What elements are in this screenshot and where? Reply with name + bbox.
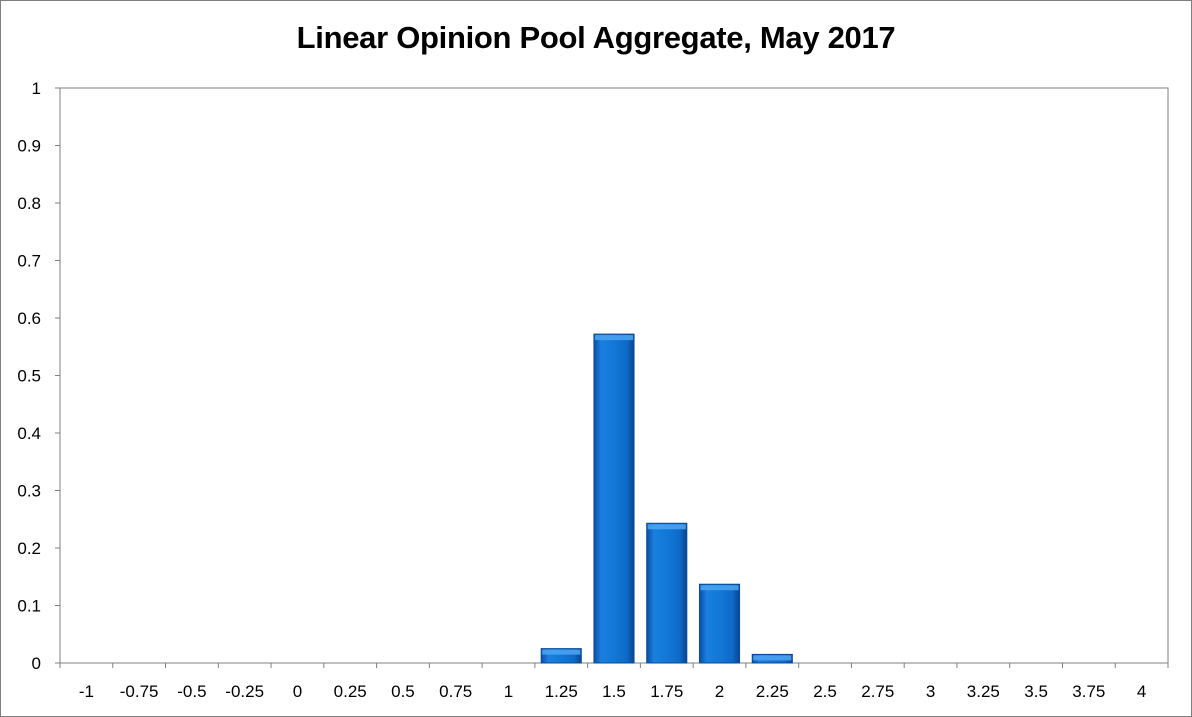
y-tick-label: 0.2 <box>17 539 41 558</box>
x-tick-label: 3.5 <box>1024 682 1048 701</box>
x-tick-label: -0.5 <box>177 682 206 701</box>
y-tick-label: 0.5 <box>17 367 41 386</box>
bar-bevel <box>700 585 739 591</box>
x-tick-label: 4 <box>1137 682 1146 701</box>
bar-body <box>698 583 741 664</box>
x-tick-label: 0 <box>293 682 302 701</box>
y-tick-label: 0 <box>32 654 41 673</box>
y-tick-label: 0.1 <box>17 597 41 616</box>
y-tick-label: 0.7 <box>17 252 41 271</box>
bar <box>646 522 688 664</box>
bar-body <box>593 333 635 664</box>
y-tick-label: 0.9 <box>17 137 41 156</box>
x-tick-label: 0.5 <box>391 682 415 701</box>
x-tick-label: 2.25 <box>756 682 789 701</box>
x-tick-label: 1.25 <box>545 682 578 701</box>
x-tick-label: 3.75 <box>1072 682 1105 701</box>
bar <box>540 648 582 664</box>
x-tick-label: -1 <box>79 682 94 701</box>
y-tick-label: 1 <box>32 79 41 98</box>
y-tick-label: 0.6 <box>17 309 41 328</box>
x-tick-label: 0.25 <box>334 682 367 701</box>
bar-bevel <box>753 655 792 661</box>
y-tick-label: 0.3 <box>17 482 41 501</box>
bar-bevel <box>542 649 581 655</box>
bar <box>751 653 793 664</box>
x-tick-label: 1 <box>504 682 513 701</box>
bar <box>593 333 635 664</box>
bar <box>698 583 741 664</box>
bar-series <box>540 333 793 664</box>
x-tick-label: 3.25 <box>967 682 1000 701</box>
x-tick-label: 0.75 <box>439 682 472 701</box>
x-axis: -1 -0.75 -0.5 -0.25 0 0.25 0.5 0.75 1 1.25 1.5 1.75… <box>59 663 1169 701</box>
y-tick-label: 0.8 <box>17 194 41 213</box>
bar-body <box>646 522 688 664</box>
chart-title: Linear Opinion Pool Aggregate, May 2017 <box>296 20 896 55</box>
bar-bevel <box>594 335 634 341</box>
y-axis: 0 0.1 0.2 0.3 0.4 0.5 0.6 0.7 0.8 0.9 1 <box>17 79 60 673</box>
y-tick-label: 0.4 <box>17 424 41 443</box>
x-tick-label: -0.25 <box>225 682 264 701</box>
x-tick-label: 1.75 <box>650 682 683 701</box>
x-tick-label: 1.5 <box>602 682 626 701</box>
x-tick-label: -0.75 <box>120 682 159 701</box>
x-tick-label: 2 <box>715 682 724 701</box>
x-tick-label: 2.5 <box>813 682 837 701</box>
x-tick-label: 3 <box>926 682 935 701</box>
x-tick-label: 2.75 <box>861 682 894 701</box>
bar-bevel <box>647 524 686 530</box>
